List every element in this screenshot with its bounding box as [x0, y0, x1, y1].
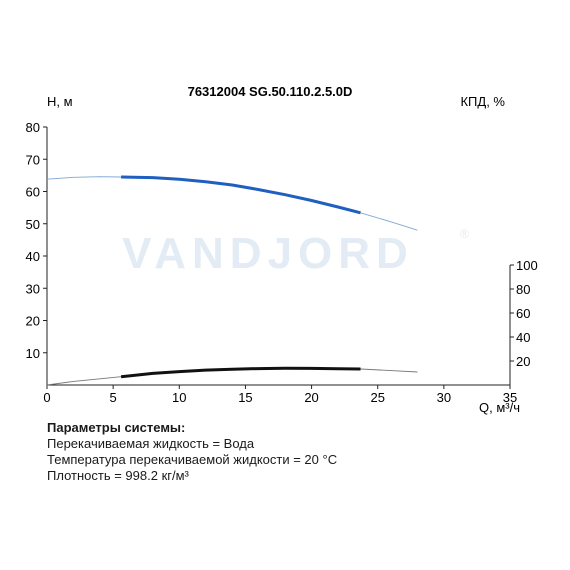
x-tick-label: 30: [437, 390, 451, 405]
pump-curve-chart: VANDJORD ® 76312004 SG.50.110.2.5.0D H, м КП…: [26, 84, 538, 415]
y-left-tick-label: 20: [26, 314, 40, 329]
x-tick-label: 35: [503, 390, 517, 405]
x-tick-label: 15: [238, 390, 252, 405]
system-params-heading: Параметры системы:: [47, 420, 186, 435]
efficiency-curve-operating-range: [120, 366, 361, 379]
system-params-density: Плотность = 998.2 кг/м³: [47, 468, 189, 483]
y-axis-left-label: H, м: [47, 94, 73, 109]
y-right-tick-label: 80: [516, 282, 530, 297]
x-axis-label: Q, м³/ч: [479, 400, 520, 415]
y-left-tick-label: 30: [26, 281, 40, 296]
y-left-tick-label: 10: [26, 346, 40, 361]
y-right-tick-label: 100: [516, 258, 538, 273]
y-right-tick-label: 20: [516, 354, 530, 369]
x-tick-label: 0: [43, 390, 50, 405]
x-tick-label: 5: [110, 390, 117, 405]
chart-title: 76312004 SG.50.110.2.5.0D: [188, 84, 353, 99]
watermark-text: VANDJORD: [122, 229, 414, 278]
y-left-tick-label: 50: [26, 217, 40, 232]
x-tick-label: 10: [172, 390, 186, 405]
efficiency-curve-extended: [46, 367, 418, 386]
watermark-registered-mark: ®: [460, 227, 469, 241]
chart-svg: VANDJORD ® 76312004 SG.50.110.2.5.0D H, м КП…: [26, 84, 538, 415]
y-left-tick-label: 80: [26, 120, 40, 135]
x-tick-label: 25: [370, 390, 384, 405]
y-left-tick-label: 40: [26, 249, 40, 264]
y-right-tick-label: 60: [516, 306, 530, 321]
system-parameters: Параметры системы: Перекачиваемая жидкос…: [47, 420, 337, 484]
system-params-fluid: Перекачиваемая жидкость = Вода: [47, 436, 255, 451]
y-axis-right-label: КПД, %: [460, 94, 505, 109]
head-curve-operating-range: [121, 175, 361, 215]
x-tick-label: 20: [304, 390, 318, 405]
y-right-tick-label: 40: [516, 330, 530, 345]
system-params-temperature: Температура перекачиваемой жидкости = 20…: [47, 452, 338, 467]
y-left-tick-label: 70: [26, 152, 40, 167]
y-left-tick-label: 60: [26, 185, 40, 200]
